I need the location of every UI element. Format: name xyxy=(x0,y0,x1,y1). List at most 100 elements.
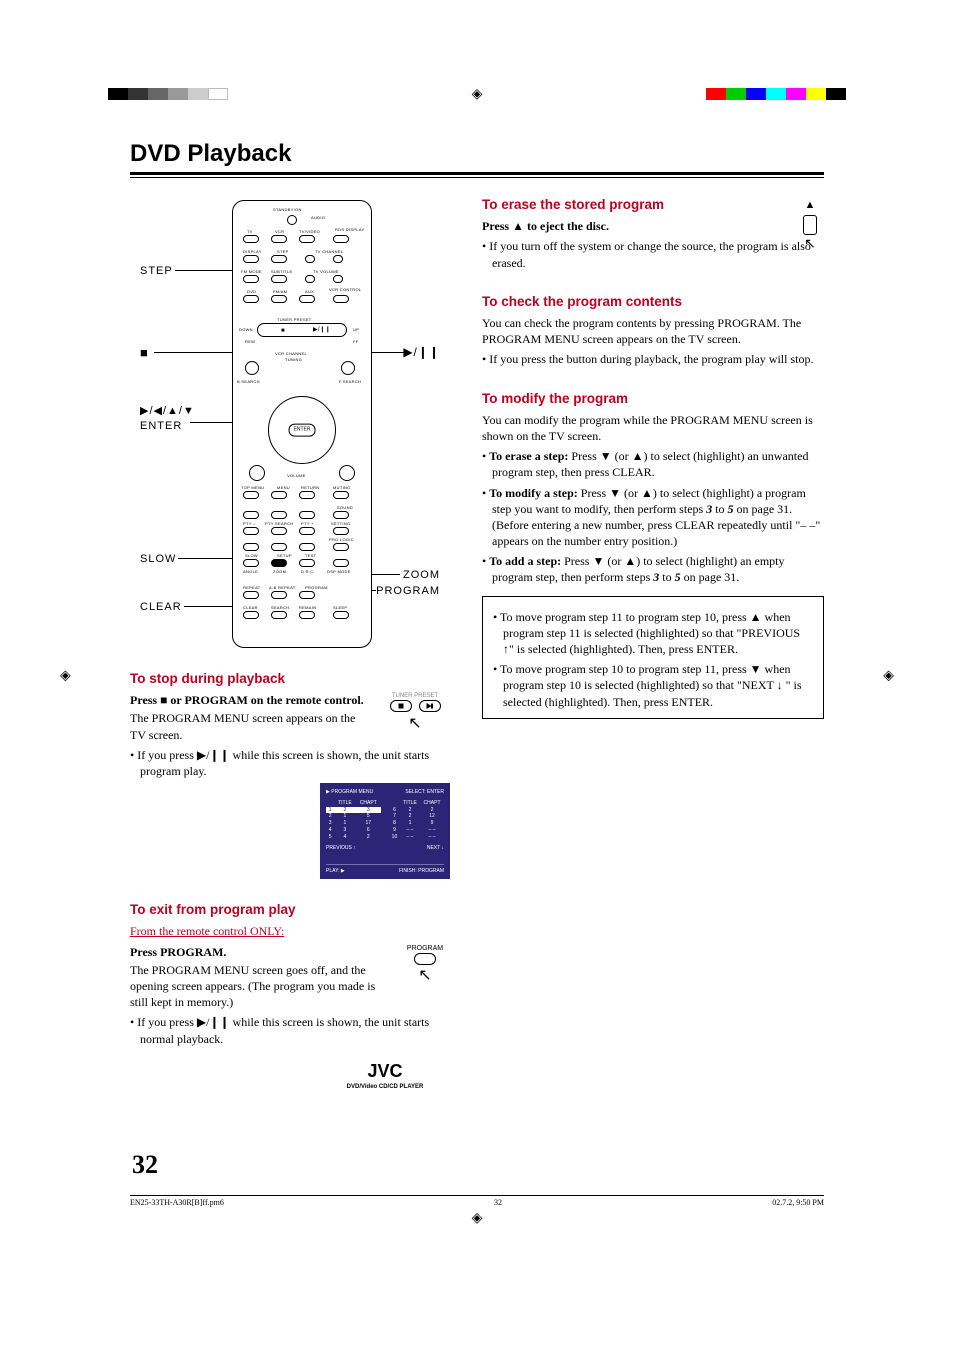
jvc-logo: JVC xyxy=(320,1059,450,1083)
remote-btn-fmam xyxy=(271,295,287,303)
remote-txt-vcrctl: VCR CONTROL xyxy=(329,287,361,292)
remote-txt-sound: SOUND xyxy=(337,505,353,510)
remote-btn-dvd xyxy=(243,295,259,303)
remote-stop-icon: ■ xyxy=(281,327,285,335)
title-rule-thick xyxy=(130,172,824,175)
remote-txt-volume: VOLUME xyxy=(287,473,306,478)
remote-txt-aux: AUX xyxy=(305,289,314,294)
remote-callout-program: PROGRAM xyxy=(376,584,440,599)
heading-stop-playback: To stop during playback xyxy=(130,670,450,688)
check-body: You can check the program contents by pr… xyxy=(482,315,824,347)
remote-txt-standby: STANDBY/ON xyxy=(273,207,302,212)
modify-note-box: To move program step 11 to program step … xyxy=(482,596,824,719)
program-menu-table-left: TITLECHAPT 123 215 3117 436 542 xyxy=(326,800,381,841)
eject-triangle-icon: ▲ xyxy=(805,199,816,211)
remote-txt-step: STEP xyxy=(277,249,289,254)
program-menu-table-right: TITLECHAPT 622 7212 819 9– –– – 10– –– – xyxy=(389,800,444,841)
check-bullet-1: If you press the button during playback,… xyxy=(482,351,824,367)
eject-icon-block: ▲ ↖ xyxy=(796,196,824,249)
remote-btn-step xyxy=(271,255,287,263)
remote-btn-tvvideo xyxy=(299,235,315,243)
lead-slow xyxy=(178,558,238,559)
note-bullet-2: To move program step 10 to program step … xyxy=(493,661,813,710)
remote-btn-display xyxy=(243,255,259,263)
modify-bullet-modify: To modify a step: Press ▼ (or ▲) to sele… xyxy=(482,485,824,550)
remote-txt-vcrch: VCR CHANNEL xyxy=(275,351,307,356)
registration-mark-top: ◈ xyxy=(472,86,483,103)
remote-btn-voldn2 xyxy=(249,465,265,481)
remote-callout-slow: SLOW xyxy=(140,552,176,567)
program-button-icon xyxy=(414,953,436,965)
remote-txt-fmam: FM/AM xyxy=(273,289,287,294)
remote-callout-nav: ▶/◀/▲/▼ ENTER xyxy=(140,404,195,434)
remote-txt-up: UP xyxy=(353,327,359,332)
title-rule-thin xyxy=(130,177,824,178)
remote-txt-fsearch: F.SEARCH xyxy=(339,379,361,384)
remote-txt-tv: TV xyxy=(247,229,253,234)
remote-btn-vcr xyxy=(271,235,287,243)
modify-bullets: To erase a step: Press ▼ (or ▲) to selec… xyxy=(482,448,824,586)
erase-press: Press ▲ to eject the disc. xyxy=(482,218,824,234)
remote-transport-strip xyxy=(257,323,347,337)
remote-txt-audio: AUDIO xyxy=(311,215,325,220)
stop-button-icon xyxy=(390,700,412,712)
program-button-icon-block: PROGRAM ↖ xyxy=(400,944,450,981)
lead-clear xyxy=(184,606,238,607)
remote-txt-rds: RDS DISPLAY xyxy=(335,227,364,232)
stop-bullet-1: If you press ▶/❙❙ while this screen is s… xyxy=(130,747,450,779)
remote-txt-dvd: DVD xyxy=(247,289,256,294)
remote-txt-tvvideo: TV/VIDEO xyxy=(299,229,320,234)
remote-btn-bsearch xyxy=(245,361,259,375)
jvc-logo-block: JVC DVD/Video CD/CD PLAYER xyxy=(320,1059,450,1091)
heading-check-program: To check the program contents xyxy=(482,293,824,311)
tuner-preset-icon-block: TUNER PRESET ↖ xyxy=(380,692,450,728)
program-menu-screen: ▶ PROGRAM MENU SELECT: ENTER TITLECHAPT … xyxy=(320,783,450,879)
page-content: DVD Playback STEP ■ ▶/◀/▲/▼ ENTER SLOW C… xyxy=(130,140,824,1091)
left-column: STEP ■ ▶/◀/▲/▼ ENTER SLOW CLEAR ▶/❙❙ ZOO… xyxy=(130,196,450,1091)
program-label: PROGRAM xyxy=(400,944,450,953)
remote-txt-menu: MENU xyxy=(277,485,290,490)
remote-btn-chdn xyxy=(305,255,315,263)
remote-btn-chup xyxy=(333,255,343,263)
remote-txt-bsearch: B.SEARCH xyxy=(237,379,260,384)
remote-btn-aux xyxy=(299,295,315,303)
page-title: DVD Playback xyxy=(130,140,824,168)
remote-btn-volup2 xyxy=(339,465,355,481)
remote-callout-step: STEP xyxy=(140,264,173,279)
exit-remote-only: From the remote control ONLY: xyxy=(130,923,450,939)
remote-btn-fmmode xyxy=(243,275,259,283)
remote-btn-standby xyxy=(287,215,297,225)
footer-filename: EN25-33TH-A30R[B]ff.pm6 xyxy=(130,1198,224,1207)
jvc-subtitle: DVD/Video CD/CD PLAYER xyxy=(320,1083,450,1091)
exit-bullets: If you press ▶/❙❙ while this screen is s… xyxy=(130,1014,450,1046)
play-pause-button-icon xyxy=(419,700,441,712)
right-column: To erase the stored program ▲ ↖ Press ▲ … xyxy=(482,196,824,1091)
erase-bullets: If you turn off the system or change the… xyxy=(482,238,824,270)
remote-txt-ff: FF xyxy=(353,339,359,344)
registration-mark-right: ◈ xyxy=(883,668,894,685)
remote-btn-volup xyxy=(333,275,343,283)
remote-txt-return: RETURN xyxy=(301,485,319,490)
modify-bullet-add: To add a step: Press ▼ (or ▲) to select … xyxy=(482,553,824,585)
pointer-icon-2: ↖ xyxy=(400,971,450,981)
modify-body: You can modify the program while the PRO… xyxy=(482,412,824,444)
remote-txt-tvch: TV CHANNEL xyxy=(315,249,343,254)
check-bullets: If you press the button during playback,… xyxy=(482,351,824,367)
registration-mark-bottom: ◈ xyxy=(472,1210,483,1227)
remote-btn-subtitle xyxy=(271,275,287,283)
heading-modify-program: To modify the program xyxy=(482,390,824,408)
remote-callout-clear: CLEAR xyxy=(140,600,182,615)
remote-btn-tv xyxy=(243,235,259,243)
remote-btn-vcrctl xyxy=(333,295,349,303)
remote-txt-muting: MUTING xyxy=(333,485,351,490)
pointer-icon: ↖ xyxy=(380,719,450,729)
print-footer: EN25-33TH-A30R[B]ff.pm6 32 02.7.2, 9:50 … xyxy=(130,1195,824,1207)
print-color-bar-left xyxy=(108,88,228,100)
remote-txt-tvvol: TV VOLUME xyxy=(313,269,339,274)
remote-txt-display: DISPLAY xyxy=(243,249,262,254)
remote-diagram: STEP ■ ▶/◀/▲/▼ ENTER SLOW CLEAR ▶/❙❙ ZOO… xyxy=(140,196,440,656)
remote-btn-voldn xyxy=(305,275,315,283)
remote-nav-pad xyxy=(268,396,336,464)
remote-txt-vcr: VCR xyxy=(275,229,284,234)
page-number: 32 xyxy=(132,1150,158,1180)
